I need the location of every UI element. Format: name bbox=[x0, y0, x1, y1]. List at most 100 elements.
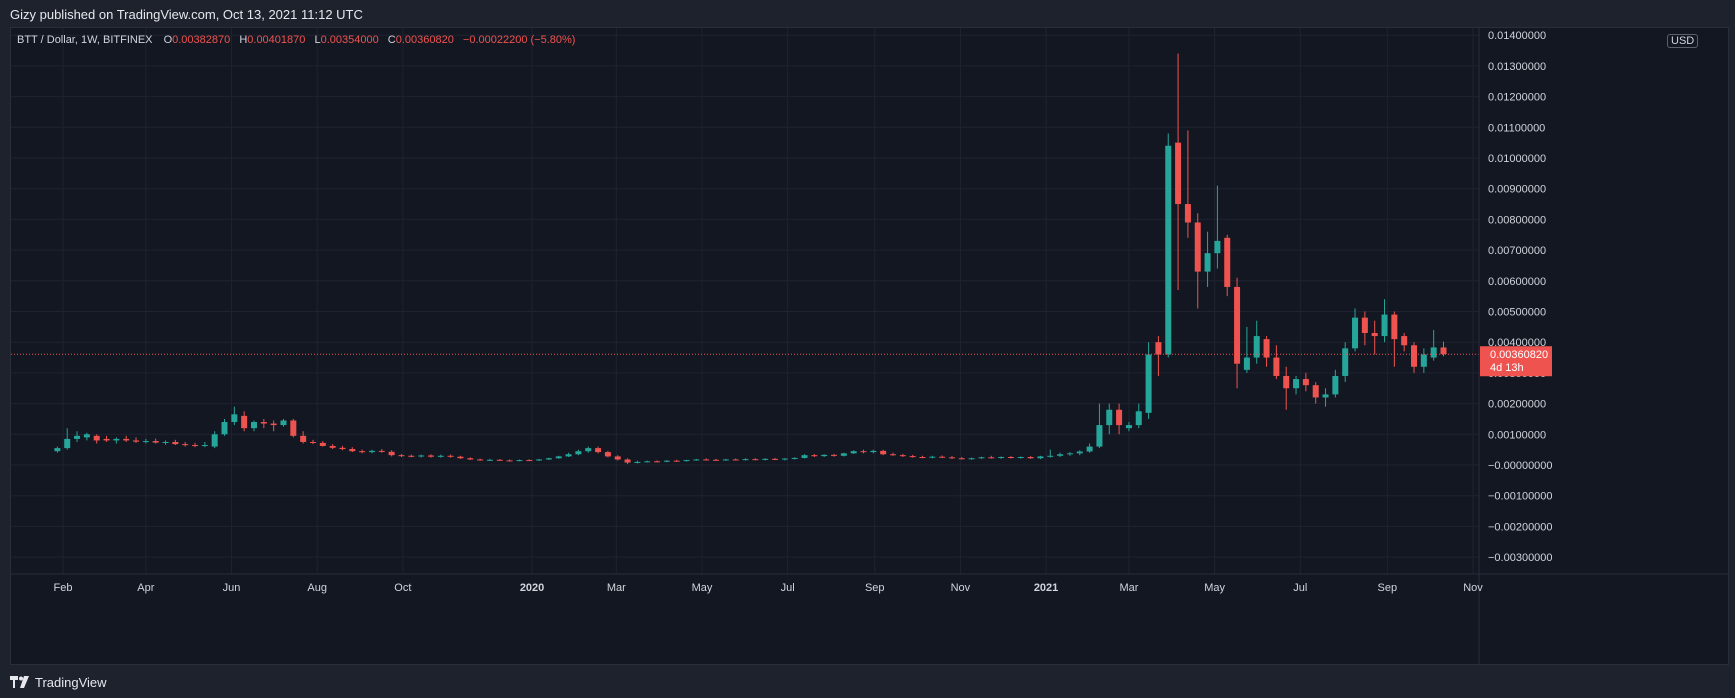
last-price-tag-bg bbox=[1480, 346, 1552, 377]
candle bbox=[1057, 452, 1064, 458]
candle bbox=[939, 455, 946, 458]
candle-body bbox=[663, 460, 670, 462]
price-tick-label: 0.01200000 bbox=[1488, 92, 1546, 104]
candle bbox=[870, 449, 877, 454]
candle-body bbox=[1155, 342, 1162, 355]
candle bbox=[1066, 452, 1073, 456]
close-value: 0.00360820 bbox=[396, 34, 454, 46]
candle bbox=[585, 446, 592, 453]
candle bbox=[1116, 403, 1123, 435]
candle bbox=[359, 449, 366, 454]
candle-body bbox=[1204, 253, 1211, 272]
candle bbox=[1017, 456, 1024, 459]
candle-body bbox=[919, 457, 926, 459]
candle-body bbox=[1352, 317, 1359, 349]
candle bbox=[1332, 369, 1339, 398]
candle-body bbox=[772, 458, 779, 460]
candle bbox=[604, 450, 611, 458]
candle bbox=[1243, 326, 1250, 373]
candle bbox=[1273, 345, 1280, 380]
candle bbox=[722, 458, 729, 461]
candle bbox=[467, 457, 474, 461]
last-price-value: 0.00360820 bbox=[1490, 349, 1548, 361]
candle-body bbox=[831, 454, 838, 456]
candle-body bbox=[221, 422, 228, 435]
candle bbox=[506, 459, 513, 462]
candle-body bbox=[870, 450, 877, 453]
published-info: Gizy published on TradingView.com, Oct 1… bbox=[10, 7, 363, 22]
candle bbox=[1096, 403, 1103, 449]
candle-body bbox=[555, 456, 562, 459]
candle bbox=[1411, 342, 1418, 373]
candle bbox=[319, 441, 326, 447]
candle bbox=[113, 437, 120, 444]
candle bbox=[142, 438, 149, 444]
candle-body bbox=[644, 461, 651, 463]
candle bbox=[791, 457, 798, 460]
candle-body bbox=[722, 459, 729, 461]
footer: TradingView bbox=[10, 672, 107, 692]
candle-body bbox=[74, 435, 81, 439]
candle-body bbox=[427, 455, 434, 457]
candle-body bbox=[683, 460, 690, 462]
candle-body bbox=[457, 456, 464, 459]
candle bbox=[899, 453, 906, 458]
candle bbox=[1430, 329, 1437, 361]
candle bbox=[1194, 213, 1201, 309]
candle bbox=[555, 455, 562, 459]
time-tick-label: May bbox=[692, 582, 713, 594]
candle bbox=[575, 449, 582, 456]
candle-body bbox=[1106, 409, 1113, 426]
candle bbox=[1283, 366, 1290, 410]
price-tick-label: −0.00300000 bbox=[1488, 552, 1553, 564]
candle bbox=[496, 459, 503, 462]
candle bbox=[1440, 341, 1447, 357]
candle bbox=[408, 454, 415, 458]
candle-body bbox=[182, 444, 189, 446]
candlestick-chart[interactable]: 0.01400000 0.01300000 0.01200000 0.01100000… bbox=[11, 28, 1728, 664]
time-tick-label: 2021 bbox=[1034, 582, 1058, 594]
candle bbox=[683, 459, 690, 462]
time-tick-label: Jul bbox=[781, 582, 795, 594]
candle bbox=[1263, 336, 1270, 367]
candle bbox=[919, 455, 926, 459]
time-tick-label: Oct bbox=[394, 582, 411, 594]
candle-body bbox=[133, 440, 140, 442]
candle-body bbox=[506, 460, 513, 462]
candle bbox=[447, 454, 454, 458]
candle bbox=[241, 411, 248, 432]
candle bbox=[988, 455, 995, 459]
candle-body bbox=[1125, 425, 1132, 429]
tradingview-brand: TradingView bbox=[35, 674, 107, 690]
candle-body bbox=[201, 445, 208, 447]
candle-body bbox=[290, 420, 297, 436]
time-tick-label: Aug bbox=[307, 582, 327, 594]
candle-body bbox=[968, 458, 975, 460]
candle-body bbox=[64, 438, 71, 449]
time-tick-label: Nov bbox=[951, 582, 971, 594]
tradingview-logo[interactable]: TradingView bbox=[10, 675, 107, 690]
price-tick-label: −0.00200000 bbox=[1488, 521, 1553, 533]
price-tick-label: 0.01300000 bbox=[1488, 61, 1546, 73]
candle-body bbox=[1253, 336, 1260, 358]
candle-body bbox=[447, 455, 454, 457]
candle bbox=[201, 441, 208, 448]
candle bbox=[1361, 311, 1368, 346]
candle bbox=[742, 458, 749, 461]
candle-body bbox=[929, 456, 936, 458]
candle bbox=[703, 458, 710, 461]
candle bbox=[74, 431, 81, 442]
candle-body bbox=[1401, 336, 1408, 346]
candle bbox=[1214, 185, 1221, 269]
candle-body bbox=[300, 435, 307, 442]
candle-body bbox=[359, 451, 366, 453]
candle-body bbox=[1037, 456, 1044, 459]
candle-body bbox=[516, 460, 523, 462]
open-label: O bbox=[164, 34, 173, 46]
candle-body bbox=[1066, 453, 1073, 455]
candle-body bbox=[1322, 394, 1329, 398]
currency-badge[interactable]: USD bbox=[1667, 34, 1699, 48]
candle-body bbox=[1214, 240, 1221, 254]
chart-container[interactable]: 0.01400000 0.01300000 0.01200000 0.01100000… bbox=[10, 27, 1729, 665]
ohlc-legend: BTT / Dollar, 1W, BITFINEX O0.00382870 H… bbox=[17, 34, 575, 46]
